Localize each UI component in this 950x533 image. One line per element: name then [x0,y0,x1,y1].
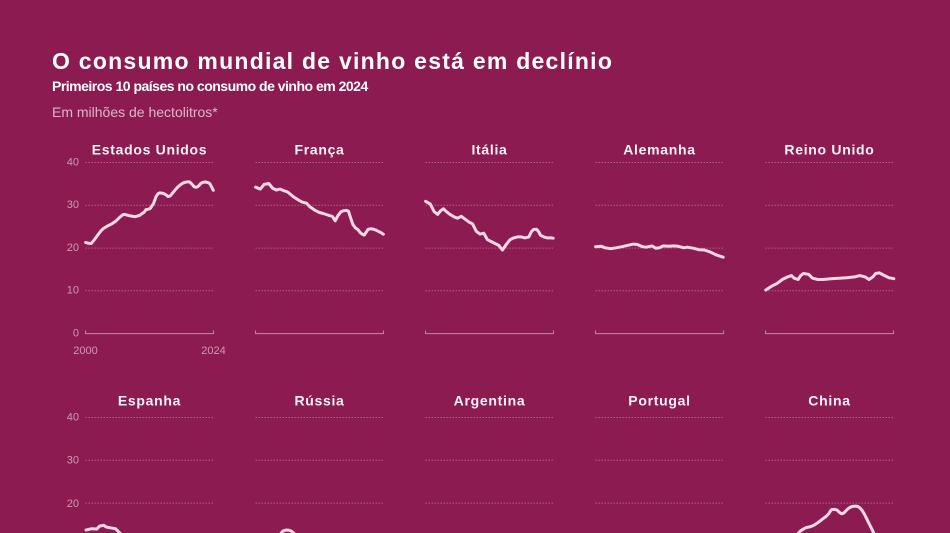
svg-text:Rússia: Rússia [294,393,344,409]
svg-text:2024: 2024 [201,345,225,357]
svg-text:0: 0 [73,328,79,340]
svg-text:40: 40 [67,156,79,168]
svg-text:Espanha: Espanha [118,393,181,409]
svg-text:Itália: Itália [471,142,507,158]
svg-text:Portugal: Portugal [628,393,690,409]
svg-text:Alemanha: Alemanha [623,142,696,158]
svg-text:Estados Unidos: Estados Unidos [92,142,208,158]
svg-text:10: 10 [67,285,79,297]
svg-text:Argentina: Argentina [454,393,526,409]
svg-text:20: 20 [67,498,79,510]
svg-text:Reino Unido: Reino Unido [784,142,874,158]
svg-text:França: França [294,142,344,158]
svg-text:40: 40 [67,411,79,423]
svg-text:20: 20 [67,242,79,254]
svg-text:30: 30 [67,199,79,211]
svg-text:30: 30 [67,455,79,467]
svg-text:China: China [808,393,850,409]
svg-text:2000: 2000 [73,345,97,357]
